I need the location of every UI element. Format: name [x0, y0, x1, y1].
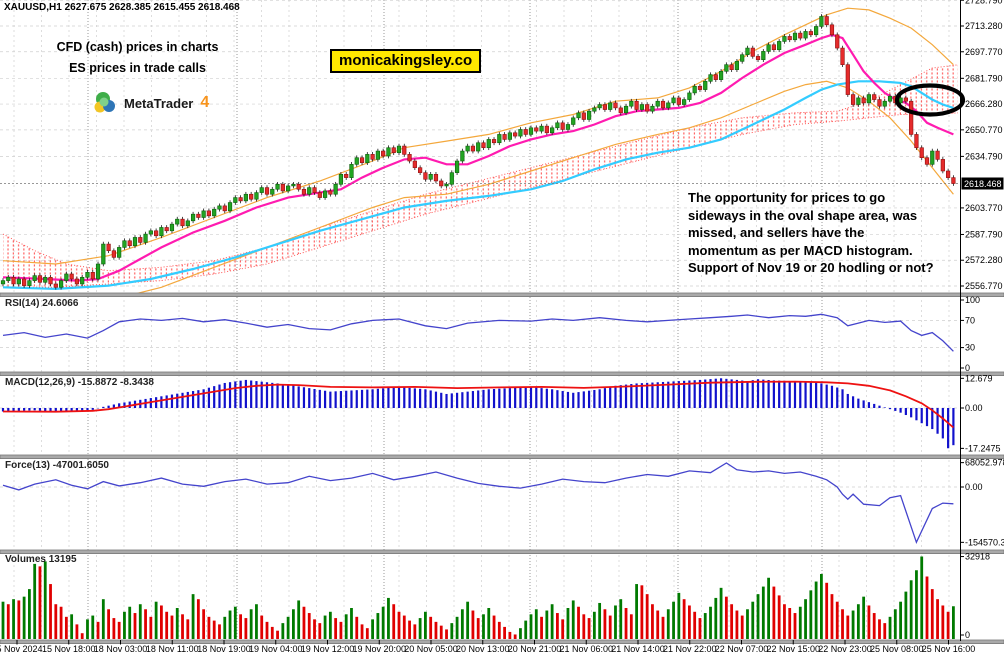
time-tick-label: 18 Nov 19:00	[197, 644, 251, 654]
price-tick-label: 2556.770	[965, 281, 1003, 291]
force-tick-label: 0.00	[965, 482, 983, 492]
lower-band-line	[136, 80, 954, 293]
annotation-line: Support of Nov 19 or 20 hodling or not?	[688, 260, 934, 276]
kumo-span-b-line	[3, 112, 958, 288]
time-tick-label: 21 Nov 06:00	[559, 644, 613, 654]
rsi-tick-label: 0	[965, 363, 970, 373]
watermark-badge: monicakingsley.co	[330, 49, 482, 73]
force-panel-label: Force(13) -47001.6050	[5, 460, 109, 471]
metatrader-logo: MetaTrader 4	[93, 90, 209, 116]
force-line	[2, 462, 954, 545]
macd-signal-line	[2, 380, 954, 429]
current-price-badge	[961, 177, 1004, 190]
rsi-tick-label: 100	[965, 295, 980, 305]
slow-ma-line	[2, 80, 954, 291]
volumes-panel[interactable]	[1, 556, 955, 640]
note-line-2: ES prices in trade calls	[69, 61, 206, 75]
price-tick-label: 2681.790	[965, 73, 1003, 83]
metatrader-brand-text: MetaTrader	[124, 95, 194, 111]
chart-note: CFD (cash) prices in charts ES prices in…	[35, 40, 240, 75]
panel-separator	[0, 454, 1004, 459]
price-tick-label: 2603.770	[965, 203, 1003, 213]
chart-annotation-text: The opportunity for prices to go sideway…	[688, 189, 970, 277]
time-tick-label: 22 Nov 23:00	[818, 644, 872, 654]
macd-tick-label: 12.679	[965, 373, 993, 383]
time-tick-label: 19 Nov 12:00	[301, 644, 355, 654]
main-chart-panel[interactable]	[0, 7, 1004, 304]
force-tick-label: 68052.9782	[965, 458, 1004, 468]
price-tick-label: 2697.770	[965, 47, 1003, 57]
rsi-panel-label: RSI(14) 24.6066	[5, 298, 79, 309]
price-axis: 2728.790 2713.280 2697.770 2681.790 2666.280…	[960, 0, 1004, 640]
time-tick-label: 18 Nov 11:00	[146, 644, 199, 654]
macd-panel-label: MACD(12,26,9) -15.8872 -8.3438	[5, 377, 154, 388]
price-tick-label: 2713.280	[965, 21, 1003, 31]
time-tick-label: 20 Nov 21:00	[508, 644, 562, 654]
macd-panel[interactable]	[0, 378, 958, 449]
volume-tick-label: 0	[965, 630, 970, 640]
price-tick-label: 2587.790	[965, 229, 1003, 239]
volumes-panel-label: Volumes 13195	[5, 554, 77, 565]
price-tick-label: 2634.790	[965, 151, 1003, 161]
force-tick-label: -154570.39	[965, 537, 1004, 547]
panel-separators[interactable]	[0, 292, 1004, 644]
price-tick-label: 2650.770	[965, 125, 1003, 135]
candles	[0, 14, 956, 290]
time-tick-label: 22 Nov 07:00	[715, 644, 769, 654]
metatrader-brand-number: 4	[200, 94, 210, 111]
metatrader-logo-icon	[94, 92, 115, 113]
time-tick-label: 21 Nov 22:00	[663, 644, 717, 654]
panel-separator	[0, 292, 1004, 297]
time-tick-label: 25 Nov 16:00	[922, 644, 976, 654]
current-price-badge-text: 2618.468	[964, 179, 1002, 189]
annotation-line: momentum as per MACD histogram.	[688, 242, 913, 258]
time-tick-label: 15 Nov 2024	[0, 644, 43, 654]
time-tick-label: 25 Nov 08:00	[870, 644, 924, 654]
price-tick-label: 2728.790	[965, 0, 1003, 5]
fast-ma-line	[2, 33, 954, 282]
time-tick-label: 18 Nov 03:00	[94, 644, 148, 654]
kumo-span-a-line	[2, 64, 958, 272]
annotation-line: sideways in the oval shape area, was	[688, 207, 918, 223]
ohlc-header: XAUUSD,H1 2627.675 2628.385 2615.455 261…	[4, 2, 240, 13]
annotation-line: missed, and sellers have the	[688, 225, 865, 241]
rsi-tick-label: 30	[965, 343, 975, 353]
force-panel[interactable]	[0, 462, 958, 545]
time-tick-label: 21 Nov 14:00	[611, 644, 665, 654]
time-tick-label: 20 Nov 05:00	[404, 644, 458, 654]
rsi-tick-label: 70	[965, 315, 975, 325]
panel-separator	[0, 639, 1004, 644]
panel-separator	[0, 371, 1004, 376]
time-tick-label: 19 Nov 04:00	[249, 644, 303, 654]
time-tick-label: 22 Nov 15:00	[766, 644, 820, 654]
time-tick-label: 19 Nov 20:00	[352, 644, 406, 654]
time-tick-label: 20 Nov 13:00	[456, 644, 510, 654]
rsi-line	[2, 313, 954, 352]
time-tick-label: 15 Nov 18:00	[42, 644, 96, 654]
volume-tick-label: 32918	[965, 552, 990, 562]
macd-tick-label: 0.00	[965, 403, 983, 413]
price-tick-label: 2666.280	[965, 99, 1003, 109]
note-line-1: CFD (cash) prices in charts	[56, 40, 219, 54]
annotation-line: The opportunity for prices to go	[688, 190, 886, 205]
price-tick-label: 2572.280	[965, 255, 1003, 265]
oval-annotation	[894, 83, 966, 117]
panel-separator	[0, 549, 1004, 554]
macd-tick-label: -17.2475	[965, 443, 1001, 453]
rsi-panel[interactable]	[0, 313, 958, 352]
